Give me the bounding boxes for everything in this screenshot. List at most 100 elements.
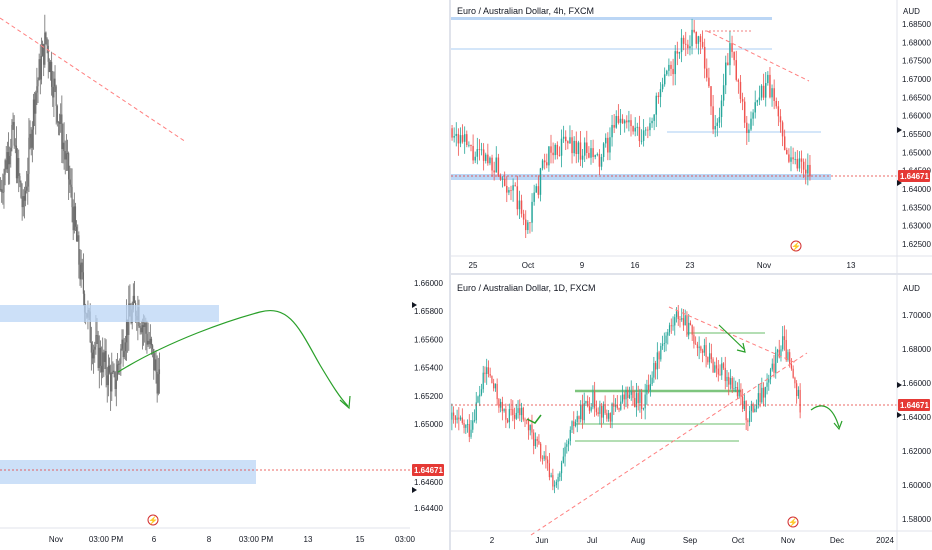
candle-body	[717, 368, 719, 375]
candle-body	[26, 186, 28, 191]
candle-body	[760, 85, 763, 98]
chart-4h-svg[interactable]: Euro / Australian Dollar, 4h, FXCMAUDAUD…	[451, 0, 932, 273]
p3-y-axis-label: 1.68000	[902, 345, 931, 354]
candle-body	[149, 338, 151, 345]
candle-body	[628, 394, 631, 398]
p2-x-axis-label: 9	[580, 261, 585, 270]
p3-y-axis-label: 1.64000	[902, 413, 931, 422]
candle-body	[634, 397, 636, 408]
demand-zone	[0, 460, 256, 484]
chart-panel-1d[interactable]: Euro / Australian Dollar, 1D, FXCM AUD 1.7…	[451, 275, 932, 550]
candle-body	[630, 391, 632, 395]
candle-body	[660, 345, 662, 360]
candle-body	[484, 372, 486, 375]
candle-body	[621, 394, 624, 402]
candle-body	[674, 317, 676, 326]
candle-body	[512, 185, 514, 191]
trend-line	[706, 30, 810, 82]
candle-body	[60, 114, 62, 124]
candle-body	[62, 142, 64, 150]
candle-body	[738, 389, 740, 397]
candle-body	[522, 407, 524, 420]
p1-x-axis-label: 15	[356, 535, 365, 544]
p2-y-axis-label: 1.66500	[902, 93, 931, 102]
candle-body	[98, 347, 100, 368]
chart-1d-svg[interactable]: Euro / Australian Dollar, 1D, FXCM AUD 1.7…	[451, 275, 932, 550]
axis-marker	[412, 302, 417, 308]
panel-divider-horizontal[interactable]	[451, 273, 932, 275]
candle-body	[487, 154, 489, 164]
candle-body	[617, 116, 620, 123]
candle-body	[775, 100, 777, 107]
candle-body	[548, 146, 550, 166]
candle-body	[670, 64, 672, 69]
candle-body	[124, 342, 126, 352]
candle-body	[468, 424, 470, 437]
candle-body	[691, 325, 693, 335]
candle-body	[146, 333, 148, 345]
candle-body	[535, 186, 537, 193]
candle-body	[607, 137, 609, 153]
p3-y-axis-label: 1.62000	[902, 447, 931, 456]
candle-body	[651, 377, 653, 385]
candle-body	[689, 322, 692, 326]
candle-body	[595, 408, 598, 413]
candle-body	[29, 133, 31, 138]
panel-divider-vertical[interactable]	[449, 0, 451, 550]
p3-x-axis-label: Nov	[781, 536, 795, 545]
candle-body	[637, 393, 639, 403]
candle-body	[475, 402, 477, 421]
candle-body	[653, 363, 655, 378]
candle-body	[41, 44, 44, 56]
p1-x-axis-label: 13	[304, 535, 313, 544]
candle-body	[648, 384, 650, 391]
candle-body	[712, 106, 714, 130]
candle-body	[491, 157, 493, 171]
candle-body	[96, 335, 98, 336]
candle-body	[48, 61, 50, 73]
candle-body	[35, 92, 37, 114]
candle-body	[605, 137, 607, 144]
candle-body	[735, 60, 737, 80]
candle-body	[543, 455, 545, 459]
candle-body	[790, 157, 792, 162]
candle-body	[453, 412, 455, 416]
candle-body	[798, 158, 801, 169]
p1-x-axis-label: 8	[207, 535, 212, 544]
candle-body	[529, 222, 531, 224]
candle-body	[512, 409, 514, 416]
candle-body	[571, 421, 573, 430]
candle-body	[456, 417, 458, 420]
p1-x-axis-label: 6	[152, 535, 157, 544]
candle-body	[726, 376, 728, 382]
candle-body	[515, 412, 517, 419]
candle-body	[522, 213, 525, 220]
candle-body	[157, 374, 159, 394]
candle-body	[459, 135, 462, 144]
candle-body	[144, 322, 146, 327]
candle-body	[156, 372, 158, 394]
candle-body	[620, 401, 622, 410]
candle-body	[708, 353, 711, 363]
candle-body	[480, 149, 483, 151]
candle-body	[602, 143, 605, 158]
chart-1h-svg[interactable]: 1.66000 1.65800 1.65600 1.65400 1.65200 1.650…	[0, 0, 449, 550]
candle-body	[28, 137, 30, 174]
chart-panel-1h[interactable]: 1.66000 1.65800 1.65600 1.65400 1.65200 1.650…	[0, 0, 449, 550]
candle-body	[742, 396, 744, 410]
candle-body	[627, 389, 629, 398]
candle-body	[718, 117, 721, 123]
candle-body	[66, 153, 69, 154]
candle-body	[688, 322, 690, 336]
candle-body	[691, 29, 693, 47]
candle-body	[505, 408, 507, 420]
chart-panel-4h[interactable]: Euro / Australian Dollar, 4h, FXCMAUDAUD…	[451, 0, 932, 273]
candle-body	[539, 168, 542, 195]
p1-x-axis-label: Nov	[49, 535, 63, 544]
candle-body	[616, 404, 618, 409]
price-badge-value: 1.64671	[414, 466, 443, 475]
candle-body	[672, 325, 674, 327]
candle-body	[47, 45, 49, 62]
candle-body	[765, 83, 767, 98]
candle-body	[106, 375, 108, 386]
